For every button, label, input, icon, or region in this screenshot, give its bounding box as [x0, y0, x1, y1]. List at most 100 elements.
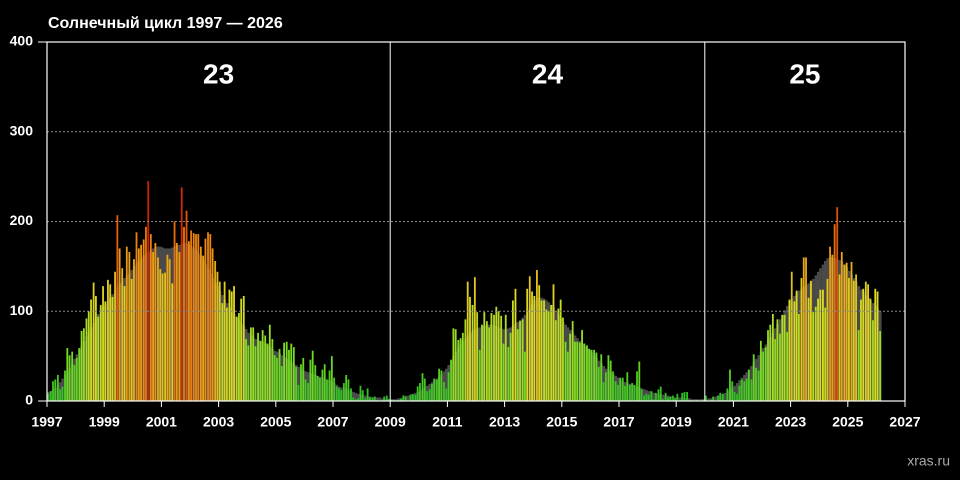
- bar: [543, 300, 545, 401]
- x-tick-label: 2027: [889, 414, 920, 430]
- bar: [774, 339, 777, 401]
- bar: [326, 379, 328, 401]
- x-tick-label: 2017: [603, 414, 634, 430]
- bar: [636, 371, 638, 401]
- bar: [216, 271, 219, 401]
- x-tick-label: 2003: [203, 414, 234, 430]
- smoothed-bar: [707, 398, 711, 401]
- bar: [252, 327, 255, 401]
- bar: [323, 364, 326, 401]
- bar: [345, 374, 348, 401]
- bar: [185, 210, 188, 401]
- bar: [242, 295, 245, 401]
- bar: [478, 349, 481, 401]
- bar: [500, 315, 503, 401]
- bar: [857, 330, 860, 401]
- bar: [428, 389, 431, 401]
- bar: [90, 299, 92, 401]
- bar: [259, 340, 262, 401]
- bar: [850, 261, 853, 401]
- bar: [810, 280, 812, 401]
- bar: [340, 390, 343, 401]
- bar: [769, 324, 772, 401]
- bar: [419, 383, 421, 401]
- bar: [845, 262, 848, 401]
- bar: [807, 297, 810, 401]
- smoothed-bar: [652, 392, 656, 401]
- bar: [869, 298, 872, 401]
- bar: [747, 369, 750, 401]
- bar: [133, 259, 135, 401]
- bar: [371, 397, 374, 401]
- bar: [526, 288, 529, 401]
- bar: [357, 398, 360, 401]
- y-tick-label: 300: [10, 122, 34, 138]
- bar: [311, 350, 314, 401]
- bar: [588, 348, 591, 401]
- bar: [767, 330, 769, 401]
- bar: [631, 383, 634, 401]
- bar: [557, 308, 560, 401]
- bar: [511, 300, 514, 401]
- bar: [817, 298, 819, 401]
- bar: [614, 381, 617, 401]
- bar: [152, 252, 155, 401]
- smoothed-bar: [354, 392, 358, 401]
- bar: [838, 274, 841, 401]
- bar: [729, 369, 731, 401]
- bar: [92, 282, 95, 401]
- bar: [516, 329, 519, 401]
- bar: [416, 386, 419, 401]
- bar: [95, 295, 97, 401]
- bar: [640, 389, 643, 401]
- smoothed-bar: [697, 399, 701, 401]
- bar: [504, 314, 507, 401]
- bar: [490, 313, 493, 401]
- bar: [364, 398, 367, 401]
- bar: [538, 285, 541, 401]
- bar: [59, 389, 62, 401]
- bar: [800, 278, 803, 401]
- bar: [864, 281, 867, 401]
- bar: [438, 368, 441, 401]
- bar: [190, 230, 193, 401]
- bar: [175, 243, 178, 401]
- y-tick-label: 400: [10, 33, 34, 49]
- bar: [149, 234, 152, 401]
- bar: [347, 379, 350, 401]
- bar: [536, 269, 538, 401]
- bar: [197, 234, 200, 401]
- bar: [183, 226, 185, 401]
- bar: [145, 226, 147, 401]
- bar: [309, 359, 312, 401]
- bar: [493, 314, 495, 401]
- bar: [254, 346, 257, 401]
- bar: [276, 357, 278, 401]
- bar: [831, 254, 834, 401]
- bar: [280, 365, 283, 401]
- smoothed-bar: [395, 399, 398, 401]
- bar: [855, 274, 857, 401]
- bar: [240, 298, 243, 401]
- bar: [495, 306, 498, 401]
- bar: [338, 388, 340, 401]
- x-tick-label: 2025: [832, 414, 863, 430]
- bar: [562, 317, 564, 401]
- bar: [266, 343, 269, 401]
- bar: [300, 364, 302, 401]
- bar: [481, 324, 483, 401]
- bar: [628, 384, 631, 401]
- bar: [464, 319, 467, 401]
- bar: [49, 391, 52, 401]
- bar: [740, 379, 743, 401]
- watermark: xras.ru: [907, 453, 950, 469]
- y-tick-label: 0: [25, 392, 33, 408]
- bar: [114, 271, 116, 401]
- bar: [757, 370, 760, 401]
- bar: [654, 392, 657, 401]
- smoothed-bar: [375, 397, 379, 401]
- bar: [452, 328, 455, 401]
- bar: [762, 351, 765, 401]
- bar: [71, 351, 74, 401]
- bar: [731, 381, 734, 401]
